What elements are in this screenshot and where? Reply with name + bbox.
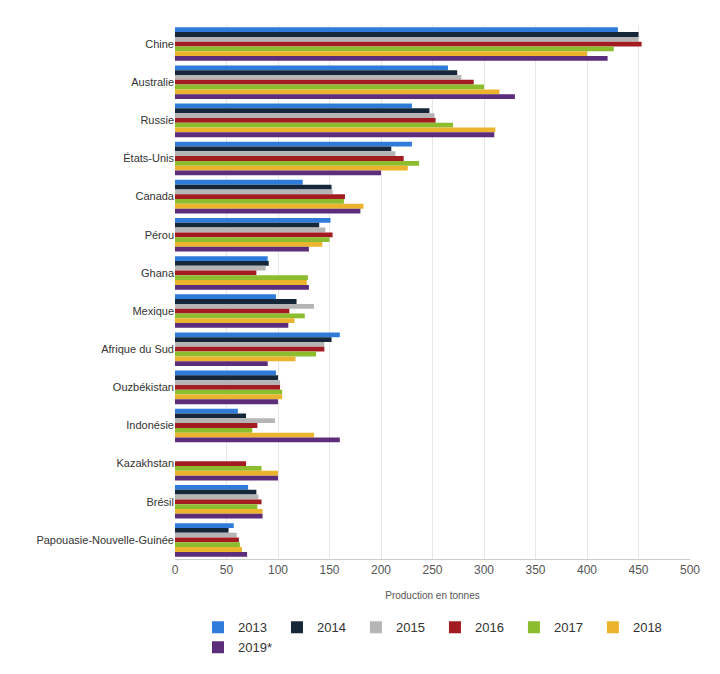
svg-text:0: 0: [172, 563, 179, 577]
svg-text:Brésil: Brésil: [146, 496, 174, 508]
svg-text:Ghana: Ghana: [141, 267, 175, 279]
svg-text:250: 250: [422, 563, 442, 577]
svg-text:Russie: Russie: [140, 114, 174, 126]
svg-text:2017: 2017: [554, 620, 583, 635]
svg-text:150: 150: [319, 563, 339, 577]
svg-text:Australie: Australie: [131, 76, 174, 88]
svg-text:2015: 2015: [396, 620, 425, 635]
svg-text:2019*: 2019*: [238, 640, 272, 655]
svg-text:États-Unis: États-Unis: [123, 152, 174, 164]
svg-text:Chine: Chine: [145, 38, 174, 50]
svg-text:Kazakhstan: Kazakhstan: [117, 457, 174, 469]
svg-text:300: 300: [474, 563, 494, 577]
svg-text:350: 350: [525, 563, 545, 577]
svg-text:Ouzbékistan: Ouzbékistan: [113, 381, 174, 393]
svg-text:2016: 2016: [475, 620, 504, 635]
svg-text:200: 200: [371, 563, 391, 577]
svg-text:500: 500: [680, 563, 700, 577]
svg-text:Pérou: Pérou: [145, 229, 174, 241]
svg-text:2014: 2014: [317, 620, 346, 635]
svg-text:Papouasie-Nouvelle-Guinée: Papouasie-Nouvelle-Guinée: [36, 534, 174, 546]
svg-text:2018: 2018: [633, 620, 662, 635]
svg-text:Mexique: Mexique: [132, 305, 174, 317]
svg-text:Afrique du Sud: Afrique du Sud: [101, 343, 174, 355]
svg-text:Indonésie: Indonésie: [126, 419, 174, 431]
svg-text:450: 450: [628, 563, 648, 577]
svg-text:Canada: Canada: [135, 190, 174, 202]
svg-text:400: 400: [577, 563, 597, 577]
svg-text:100: 100: [268, 563, 288, 577]
svg-text:2013: 2013: [238, 620, 267, 635]
svg-text:50: 50: [220, 563, 234, 577]
svg-text:Production en tonnes: Production en tonnes: [385, 590, 480, 601]
